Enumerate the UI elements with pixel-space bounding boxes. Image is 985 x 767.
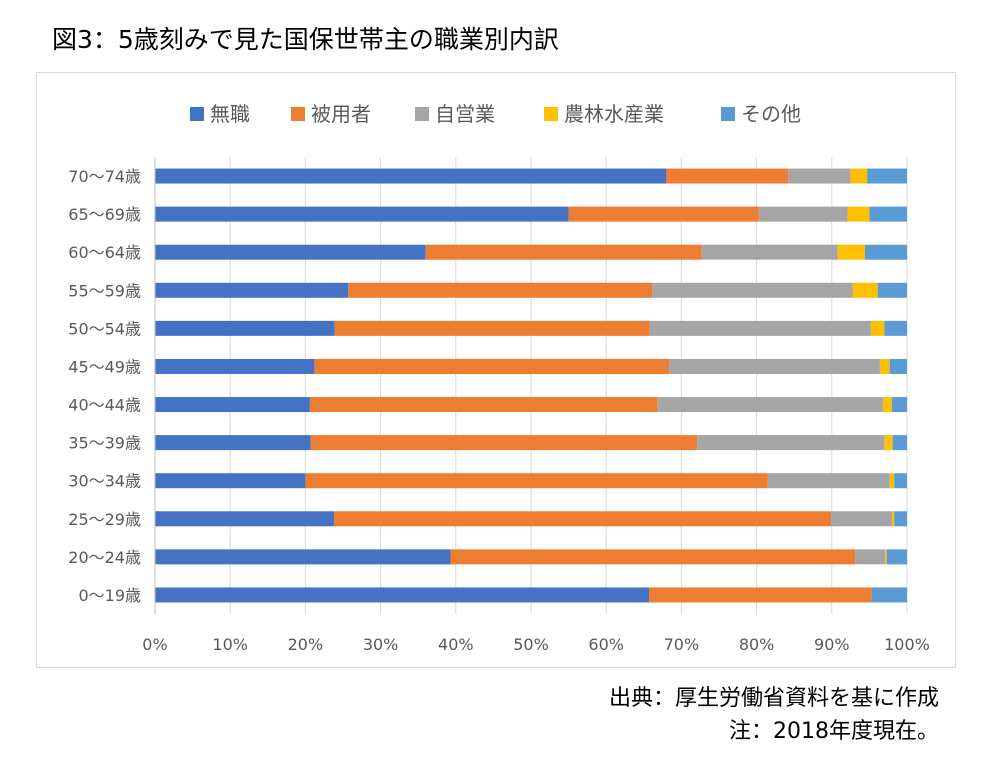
bar-segment [871,587,907,603]
bar-segment [889,358,907,374]
y-tick-label: 60〜64歳 [68,243,141,262]
x-tick-label: 40% [438,635,474,654]
bar-segment [847,206,870,222]
y-tick-label: 45〜49歳 [68,357,141,376]
bar-segment [155,397,310,413]
bar-segment [837,244,865,260]
legend-label: 自営業 [435,102,495,126]
y-tick-label: 65〜69歳 [68,205,141,224]
bar-segment [155,358,315,374]
y-tick-label: 30〜34歳 [68,472,141,491]
bar-segment [333,511,832,527]
y-tick-label: 25〜29歳 [68,510,141,529]
bar-segment [852,282,878,298]
bar-segment [155,282,349,298]
bar-segment [882,397,892,413]
bar-segment [649,320,871,336]
bar-segment [652,282,853,298]
bar-segment [869,206,907,222]
bar-segment [767,473,890,489]
bar-segment [155,168,667,184]
x-tick-label: 80% [739,635,775,654]
chart-area: 0% 10% 20% 30% 40% 50% 60% 70% 80% 90% 100% 0〜19歳 20… [36,72,956,668]
y-tick-label: 70〜74歳 [68,167,141,186]
y-tick-label: 35〜39歳 [68,434,141,453]
bar-segment [155,244,426,260]
bar-segment [886,549,907,565]
bar-segment [884,320,907,336]
bar-segment [155,473,306,489]
bar-segment [155,549,451,565]
bar-segment [864,244,907,260]
x-tick-label: 90% [814,635,850,654]
bar-segment [657,397,883,413]
x-tick-label: 30% [363,635,399,654]
y-tick-label: 0〜19歳 [78,586,141,605]
bar-segment [310,435,698,451]
source-note: 出典：厚生労働省資料を基に作成 [608,686,939,711]
bar-segment [568,206,759,222]
x-tick-label: 20% [288,635,324,654]
bar-segment [305,473,768,489]
footnote: 注：2018年度現在。 [729,719,939,744]
x-tick-label: 70% [664,635,700,654]
x-tick-label: 0% [142,635,167,654]
x-tick-label: 50% [513,635,549,654]
bar-segment [701,244,838,260]
bar-segment [889,473,895,489]
bar-segment [855,549,886,565]
bar-segment [450,549,856,565]
legend-label: その他 [741,102,801,126]
legend-swatch [291,107,305,121]
x-tick-label: 60% [588,635,624,654]
stacked-bar-chart: 0% 10% 20% 30% 40% 50% 60% 70% 80% 90% 100% 0〜19歳 20… [68,102,930,654]
bar-segment [885,549,887,565]
bar-segment [894,511,907,527]
bar-segment [155,587,650,603]
legend-swatch [415,107,429,121]
bar-segment [894,473,907,489]
bar-segment [348,282,653,298]
y-tick-label: 40〜44歳 [68,396,141,415]
bar-segment [891,397,907,413]
bar-segment [831,511,892,527]
bar-segment [879,358,890,374]
bar-segment [334,320,650,336]
bar-segment [877,282,907,298]
legend-swatch [190,107,204,121]
x-tick-label: 10% [212,635,248,654]
legend-swatch [721,107,735,121]
bar-segment [788,168,851,184]
y-tick-label: 55〜59歳 [68,281,141,300]
bar-segment [758,206,848,222]
legend-label: 被用者 [311,102,371,126]
bar-segment [155,511,334,527]
bar-segment [155,435,311,451]
bar-segment [892,435,907,451]
bar-segment [649,587,872,603]
x-tick-label: 100% [884,635,930,654]
legend-swatch [544,107,558,121]
bar-segment [850,168,868,184]
bar-segment [666,168,789,184]
bar-segment [891,511,895,527]
bar-segment [314,358,670,374]
y-tick-label: 20〜24歳 [68,548,141,567]
legend-label: 農林水産業 [564,102,664,126]
bar-segment [155,206,569,222]
bar-segment [669,358,880,374]
bar-segment [425,244,702,260]
chart-title: 図3：5歳刻みで見た国保世帯主の職業別内訳 [52,25,559,54]
bar-segment [884,435,893,451]
bar-segment [309,397,658,413]
bar-segment [867,168,907,184]
bar-segment [155,320,335,336]
bar-segment [870,320,885,336]
y-tick-label: 50〜54歳 [68,319,141,338]
bar-segment [697,435,885,451]
legend-label: 無職 [210,102,250,126]
